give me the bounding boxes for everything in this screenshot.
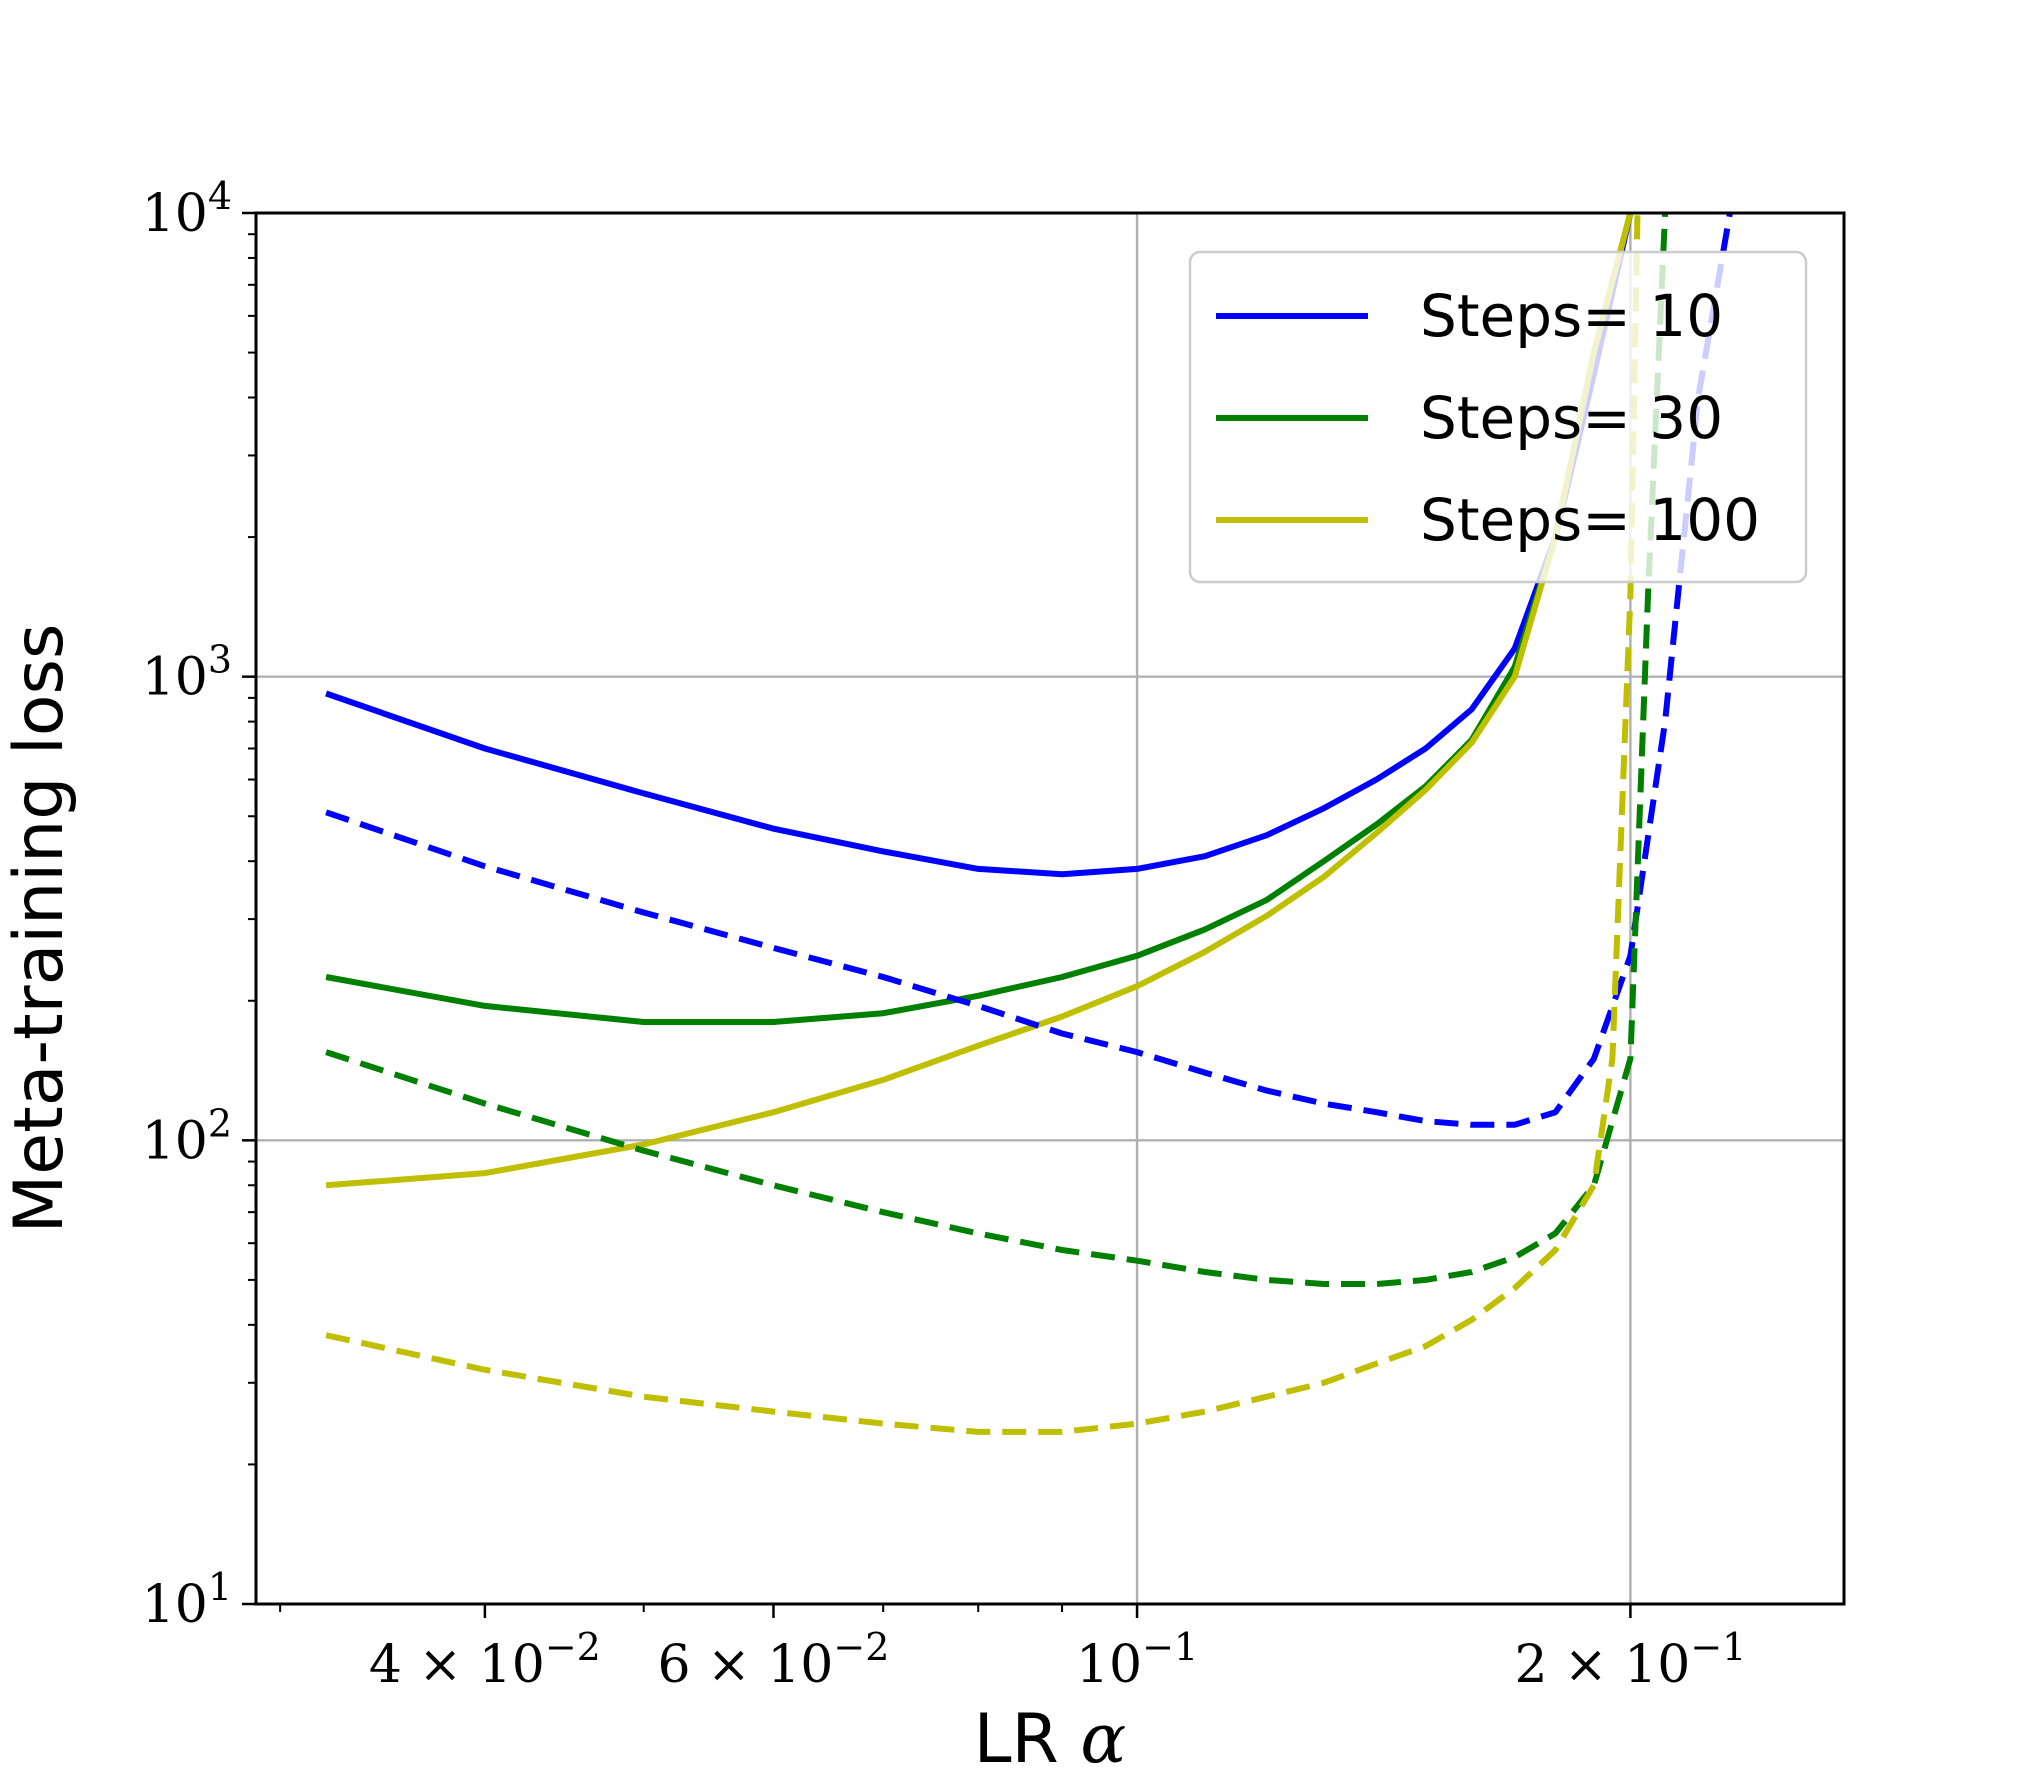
y-axis-label: Meta-training loss [0, 624, 79, 1234]
legend-label: Steps= 100 [1420, 486, 1760, 554]
x-tick-exponent: −2 [833, 1625, 889, 1669]
x-axis-label-text: LR [974, 1700, 1059, 1779]
x-axis-label-symbol: α [1080, 1700, 1126, 1779]
x-tick-label: 10−1 [1076, 1625, 1198, 1695]
x-tick-base: 2 × 10 [1514, 1635, 1690, 1695]
y-tick-exponent: 4 [208, 174, 232, 218]
series-line-solid-0 [325, 213, 1634, 878]
legend: Steps= 10 Steps= 30 Steps= 100 [1188, 250, 1808, 584]
series-lines [325, 213, 1733, 1435]
legend-box [1188, 250, 1808, 584]
y-tick-base: 10 [142, 1575, 208, 1635]
y-tick-label: 101 [142, 1565, 232, 1635]
y-tick-base: 10 [142, 184, 208, 244]
plot-frame [254, 211, 1846, 1606]
y-tick-exponent: 3 [208, 638, 232, 682]
series-line-solid-2 [325, 213, 1634, 1189]
legend-label: Steps= 30 [1420, 384, 1723, 452]
y-tick-exponent: 1 [208, 1565, 232, 1609]
x-axis-label: LR α [974, 1700, 1127, 1779]
x-tick-base: 4 × 10 [369, 1635, 545, 1695]
x-tick-label: 2 × 10−1 [1514, 1625, 1746, 1695]
y-tick-exponent: 2 [208, 1101, 232, 1145]
y-tick-base: 10 [142, 648, 208, 708]
x-tick-exponent: −1 [1142, 1625, 1198, 1669]
x-tick-label: 4 × 10−2 [369, 1625, 601, 1695]
series-line-dashed-3 [325, 213, 1733, 1128]
series-line-dashed-5 [325, 213, 1641, 1435]
x-tick-base: 6 × 10 [658, 1635, 834, 1695]
x-tick-exponent: −1 [1690, 1625, 1746, 1669]
y-tick-base: 10 [142, 1111, 208, 1171]
x-tick-label: 6 × 10−2 [658, 1625, 890, 1695]
x-tick-exponent: −2 [545, 1625, 601, 1669]
legend-label: Steps= 10 [1420, 282, 1723, 350]
y-tick-label: 104 [142, 174, 232, 244]
x-tick-base: 10 [1076, 1635, 1142, 1695]
y-tick-label: 103 [142, 638, 232, 708]
y-tick-label: 102 [142, 1101, 232, 1171]
